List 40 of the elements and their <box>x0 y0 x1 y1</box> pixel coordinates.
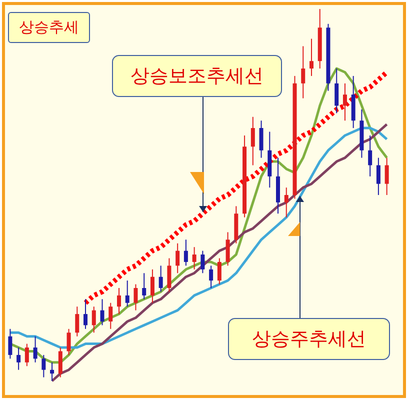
candlestick <box>309 38 314 76</box>
candlestick <box>16 347 21 370</box>
candlestick <box>58 347 62 378</box>
candlestick <box>158 265 163 292</box>
candlestick <box>8 328 12 360</box>
candlestick <box>250 116 255 166</box>
candlestick <box>284 187 288 218</box>
candlestick <box>301 46 306 99</box>
candlestick <box>108 302 113 330</box>
candlestick <box>342 82 347 122</box>
candlestick <box>217 258 222 285</box>
candlestick <box>92 306 96 334</box>
candlestick <box>50 362 54 382</box>
candlestick <box>134 284 138 311</box>
candlestick <box>42 354 46 378</box>
candlestick <box>116 288 121 315</box>
candlestick <box>142 272 146 300</box>
candlestick <box>200 250 205 274</box>
annotation: 상승주추세선 <box>228 318 390 360</box>
annotation: 상승보조추세선 <box>112 55 282 97</box>
candlestick <box>226 232 230 266</box>
candlestick <box>376 157 380 196</box>
candlestick <box>167 258 172 292</box>
candlestick <box>75 306 80 337</box>
candlestick <box>24 343 29 367</box>
candlestick <box>259 120 264 158</box>
candlestick <box>125 280 130 308</box>
candlestick <box>384 157 389 196</box>
candlestick <box>192 246 196 270</box>
candlestick <box>209 265 214 288</box>
candlestick <box>150 268 154 304</box>
candlestick <box>84 298 88 330</box>
candlestick <box>334 68 339 114</box>
candlestick <box>176 242 180 274</box>
text: 상승추세 <box>8 12 90 43</box>
candlestick <box>100 298 104 326</box>
candlestick <box>66 328 71 356</box>
candlestick <box>368 134 372 177</box>
candlestick <box>184 239 188 266</box>
candlestick <box>33 336 38 363</box>
